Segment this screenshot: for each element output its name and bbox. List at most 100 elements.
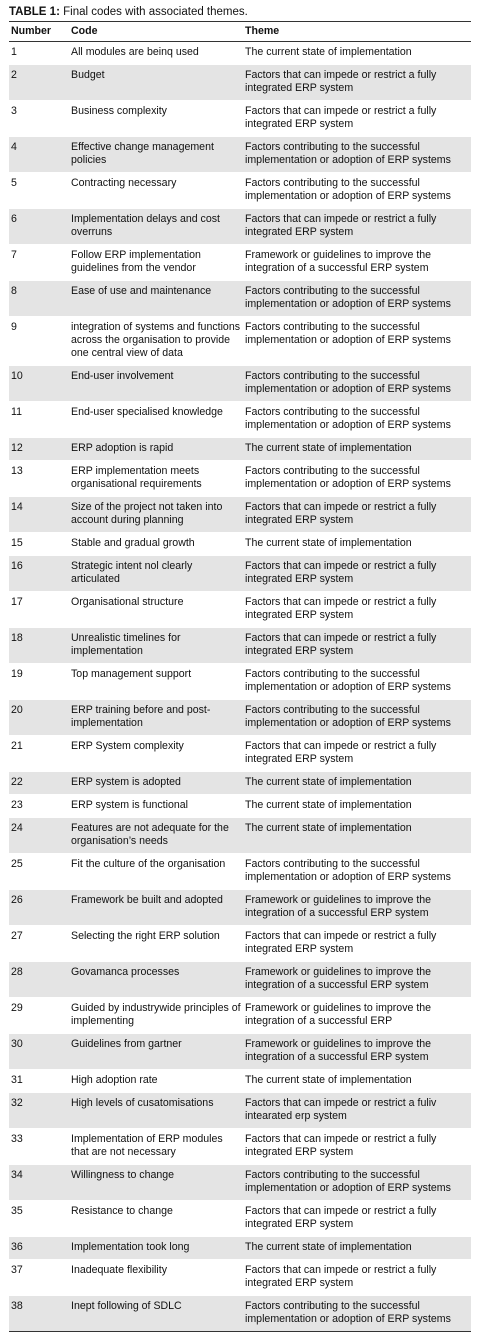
code-cell: End-user specialised knowledge (69, 401, 243, 438)
table-body: 1 All modules are beinq used The current s… (9, 41, 471, 1332)
table-row: 17 Organisational structure Factors that c… (9, 591, 471, 628)
table-row: 10 End-user involvement Factors contributi… (9, 365, 471, 402)
number-cell: 34 (9, 1164, 69, 1201)
theme-cell: Factors that can impede or restrict a fu… (243, 1200, 471, 1237)
theme-cell: Factors that can impede or restrict a fu… (243, 925, 471, 962)
table-row: 21 ERP System complexity Factors that can … (9, 735, 471, 772)
theme-cell: Factors that can impede or restrict a fu… (243, 496, 471, 533)
code-cell: All modules are beinq used (69, 41, 243, 65)
theme-cell: Factors that can impede or restrict a fu… (243, 591, 471, 628)
theme-cell: The current state of implementation (243, 794, 471, 818)
theme-cell: Framework or guidelines to improve the i… (243, 997, 471, 1034)
number-cell: 26 (9, 889, 69, 926)
number-cell: 29 (9, 997, 69, 1034)
table-row: 22 ERP system is adopted The current state… (9, 771, 471, 795)
table-row: 38 Inept following of SDLC Factors contrib… (9, 1295, 471, 1332)
theme-cell: Factors contributing to the successful i… (243, 460, 471, 497)
number-cell: 1 (9, 41, 69, 65)
theme-cell: Factors that can impede or restrict a fu… (243, 208, 471, 245)
table-row: 12 ERP adoption is rapid The current state… (9, 437, 471, 461)
number-cell: 33 (9, 1128, 69, 1165)
number-cell: 9 (9, 316, 69, 366)
theme-cell: Factors contributing to the successful i… (243, 699, 471, 736)
theme-cell: The current state of implementation (243, 1236, 471, 1260)
table-row: 37 Inadequate flexibility Factors that can… (9, 1259, 471, 1296)
table-row: 7 Follow ERP implementation guidelines fr… (9, 244, 471, 281)
table-row: 31 High adoption rate The current state of… (9, 1069, 471, 1093)
table-row: 25 Fit the culture of the organisation Fac… (9, 853, 471, 890)
number-cell: 3 (9, 100, 69, 137)
header-cell: Code (69, 21, 243, 42)
table-row: 9 integration of systems and functions ac… (9, 316, 471, 366)
code-cell: Implementation of ERP modules that are n… (69, 1128, 243, 1165)
code-cell: ERP training before and post-implementat… (69, 699, 243, 736)
table-row: 32 High levels of cusatomisations Factors … (9, 1092, 471, 1129)
number-cell: 15 (9, 532, 69, 556)
code-cell: Inept following of SDLC (69, 1295, 243, 1332)
code-cell: ERP system is functional (69, 794, 243, 818)
code-cell: Selecting the right ERP solution (69, 925, 243, 962)
code-cell: Effective change management policies (69, 136, 243, 173)
caption: TABLE 1: Final codes with associated the… (0, 0, 479, 21)
code-cell: Inadequate flexibility (69, 1259, 243, 1296)
codes-table: Number Code Theme 1 All modules are beinq… (9, 21, 471, 1332)
theme-cell: Factors that can impede or restrict a fu… (243, 627, 471, 664)
number-cell: 14 (9, 496, 69, 533)
table-row: 13 ERP implementation meets organisationa… (9, 460, 471, 497)
number-cell: 38 (9, 1295, 69, 1332)
code-cell: Features are not adequate for the organi… (69, 817, 243, 854)
code-cell: Implementation delays and cost overruns (69, 208, 243, 245)
number-cell: 2 (9, 64, 69, 101)
theme-cell: The current state of implementation (243, 532, 471, 556)
number-cell: 21 (9, 735, 69, 772)
theme-cell: Factors contributing to the successful i… (243, 853, 471, 890)
number-cell: 8 (9, 280, 69, 317)
number-cell: 10 (9, 365, 69, 402)
number-cell: 25 (9, 853, 69, 890)
theme-cell: Factors contributing to the successful i… (243, 172, 471, 209)
code-cell: Framework be built and adopted (69, 889, 243, 926)
code-cell: Business complexity (69, 100, 243, 137)
theme-cell: Factors that can impede or restrict a fu… (243, 1259, 471, 1296)
table-row: 20 ERP training before and post-implement… (9, 699, 471, 736)
table-row: 3 Business complexity Factors that can imp… (9, 100, 471, 137)
code-cell: Implementation took long (69, 1236, 243, 1260)
table-row: 5 Contracting necessary Factors contributi… (9, 172, 471, 209)
code-cell: Budget (69, 64, 243, 101)
table-row: 23 ERP system is functional The current st… (9, 794, 471, 818)
theme-cell: Factors that can impede or restrict a fu… (243, 100, 471, 137)
table-row: 14 Size of the project not taken into acc… (9, 496, 471, 533)
theme-cell: Factors contributing to the successful i… (243, 365, 471, 402)
theme-cell: Framework or guidelines to improve the i… (243, 1033, 471, 1070)
number-cell: 30 (9, 1033, 69, 1070)
table-row: 28 Govamanca processes Framework or guidel… (9, 961, 471, 998)
code-cell: Fit the culture of the organisation (69, 853, 243, 890)
table-row: 35 Resistance to change Factors that can i… (9, 1200, 471, 1237)
code-cell: High adoption rate (69, 1069, 243, 1093)
code-cell: integration of systems and functions acr… (69, 316, 243, 366)
number-cell: 17 (9, 591, 69, 628)
number-cell: 4 (9, 136, 69, 173)
number-cell: 12 (9, 437, 69, 461)
theme-cell: Factors that can impede or restrict a fu… (243, 1092, 471, 1129)
theme-cell: Factors contributing to the successful i… (243, 1295, 471, 1332)
number-cell: 18 (9, 627, 69, 664)
table-row: 18 Unrealistic timelines for implementati… (9, 627, 471, 664)
code-cell: Strategic intent nol clearly articulated (69, 555, 243, 592)
code-cell: Govamanca processes (69, 961, 243, 998)
theme-cell: Factors contributing to the successful i… (243, 136, 471, 173)
table-row: 15 Stable and gradual growth The current s… (9, 532, 471, 556)
table-row: 8 Ease of use and maintenance Factors cont… (9, 280, 471, 317)
code-cell: Contracting necessary (69, 172, 243, 209)
code-cell: Size of the project not taken into accou… (69, 496, 243, 533)
code-cell: Guided by industrywide principles of imp… (69, 997, 243, 1034)
number-cell: 13 (9, 460, 69, 497)
code-cell: Willingness to change (69, 1164, 243, 1201)
theme-cell: Factors that can impede or restrict a fu… (243, 735, 471, 772)
number-cell: 5 (9, 172, 69, 209)
table-row: 11 End-user specialised knowledge Factors … (9, 401, 471, 438)
number-cell: 19 (9, 663, 69, 700)
header-cell: Number (9, 21, 69, 42)
theme-cell: The current state of implementation (243, 437, 471, 461)
